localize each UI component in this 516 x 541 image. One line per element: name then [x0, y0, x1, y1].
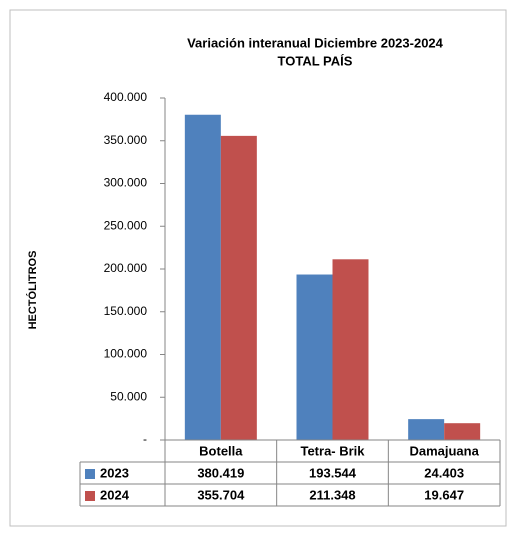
x-tick-label: Tetra- Brik — [300, 443, 365, 458]
legend-swatch — [85, 469, 95, 479]
legend-swatch — [85, 491, 95, 501]
chart-title: Variación interanual Diciembre 2023-2024 — [187, 35, 444, 50]
data-label: 19.647 — [424, 487, 464, 502]
bar — [444, 423, 481, 440]
data-label: 380.419 — [197, 465, 244, 480]
chart-subtitle: TOTAL PAÍS — [278, 53, 353, 68]
bar — [408, 419, 445, 440]
y-tick-label: 200.000 — [104, 261, 148, 275]
x-tick-label: Damajuana — [409, 443, 479, 458]
y-tick-label: 50.000 — [110, 389, 147, 403]
y-axis-label: HECTÓLITROS — [26, 251, 39, 330]
y-tick-label: - — [143, 432, 147, 446]
y-tick-label: 250.000 — [104, 218, 148, 232]
y-tick-label: 400.000 — [104, 90, 148, 104]
bar — [332, 259, 369, 440]
bar — [296, 274, 333, 440]
data-label: 24.403 — [424, 465, 464, 480]
bar — [220, 135, 257, 440]
bar — [184, 114, 221, 440]
data-label: 355.704 — [197, 487, 245, 502]
legend-label: 2023 — [100, 465, 129, 480]
data-label: 193.544 — [309, 465, 357, 480]
legend-label: 2024 — [100, 487, 130, 502]
x-tick-label: Botella — [199, 443, 243, 458]
y-tick-label: 350.000 — [104, 133, 148, 147]
y-tick-label: 300.000 — [104, 176, 148, 190]
data-label: 211.348 — [309, 487, 355, 502]
y-tick-label: 150.000 — [104, 304, 148, 318]
y-tick-label: 100.000 — [104, 347, 148, 361]
